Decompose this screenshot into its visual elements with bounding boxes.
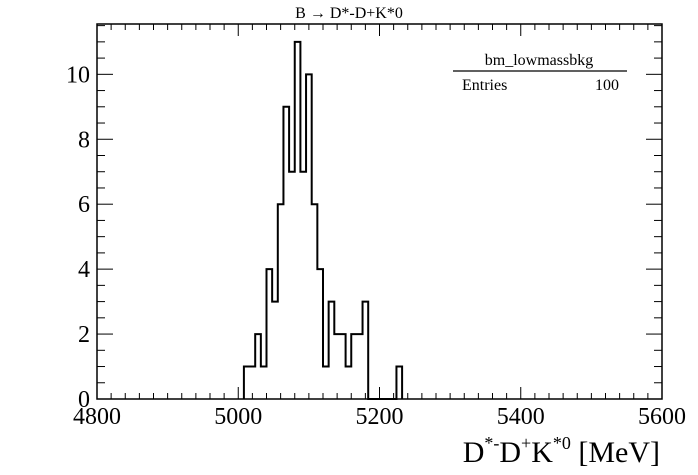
x-axis-label-base-2: D bbox=[499, 436, 521, 469]
axis-tick-labels: 4800 5000 5200 5400 5600 0 2 4 6 8 10 bbox=[66, 62, 686, 430]
chart-title: B → D*-D+K*0 bbox=[295, 5, 403, 22]
y-tick-label: 2 bbox=[78, 322, 90, 348]
histogram-bin bbox=[357, 334, 363, 399]
x-axis-label-base-1: D bbox=[463, 436, 485, 469]
histogram-bin bbox=[300, 172, 306, 399]
histogram-series-line bbox=[242, 40, 404, 400]
y-tick-label: 0 bbox=[78, 387, 90, 413]
histogram-bin bbox=[334, 334, 340, 399]
x-axis-label-sup-2: + bbox=[521, 433, 531, 453]
stats-entries-label: Entries bbox=[462, 77, 507, 94]
x-tick-label: 5400 bbox=[497, 404, 545, 430]
stats-box-name: bm_lowmassbkg bbox=[485, 52, 593, 69]
x-tick-label: 5000 bbox=[214, 404, 262, 430]
plot-frame bbox=[96, 23, 663, 400]
histogram-bin bbox=[289, 172, 295, 399]
y-tick-label: 6 bbox=[78, 192, 90, 218]
y-tick-label: 4 bbox=[78, 257, 90, 283]
histogram-bin bbox=[323, 367, 329, 399]
x-axis-label: D*-D+K*0 [MeV] bbox=[463, 433, 660, 469]
stats-box: bm_lowmassbkg Entries 100 bbox=[453, 52, 627, 94]
y-tick-label: 8 bbox=[78, 127, 90, 153]
histogram-bin bbox=[272, 302, 278, 399]
stats-entries-value: 100 bbox=[595, 77, 619, 94]
x-tick-label: 5600 bbox=[638, 404, 686, 430]
y-tick-label: 10 bbox=[66, 62, 90, 88]
axis-ticks bbox=[96, 24, 663, 400]
histogram-bin bbox=[261, 367, 267, 399]
x-axis-label-sup-1: *- bbox=[484, 433, 499, 453]
histogram-bin bbox=[346, 367, 352, 399]
x-axis-label-base-3: K bbox=[531, 436, 553, 469]
x-tick-label: 5200 bbox=[356, 404, 404, 430]
x-axis-label-unit: [MeV] bbox=[571, 436, 660, 469]
x-tick-label: 4800 bbox=[73, 404, 121, 430]
x-axis-label-sup-3: *0 bbox=[553, 433, 571, 453]
